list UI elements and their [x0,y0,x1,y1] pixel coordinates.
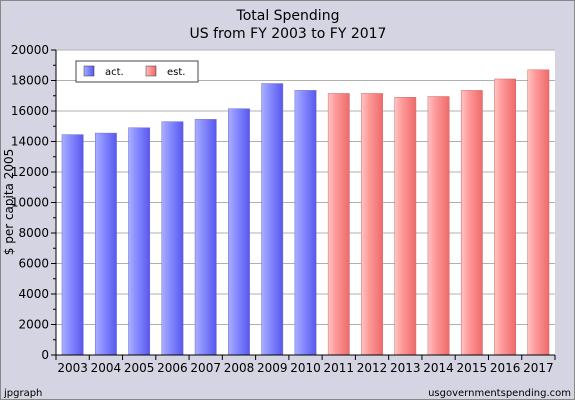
y-tick-label: 18000 [11,74,49,88]
bar-2010 [294,90,317,356]
legend: act. est. [75,60,199,83]
y-tick-label: 16000 [11,104,49,118]
x-tick-label: 2005 [124,361,155,375]
y-tick-label: 12000 [11,165,49,179]
legend-swatch-est [145,65,157,77]
x-tick-label: 2011 [323,361,354,375]
y-tick-label: 20000 [11,43,49,57]
footer-left: jpgraph [3,388,42,399]
x-tick-label: 2012 [357,361,388,375]
x-tick-label: 2015 [457,361,488,375]
y-tick-label: 10000 [11,196,49,210]
legend-box [75,60,199,83]
x-tick-label: 2013 [390,361,421,375]
bar-2006 [161,121,184,356]
y-tick-label: 4000 [18,287,49,301]
bars [61,69,550,356]
x-tick-label: 2016 [490,361,521,375]
bar-2014 [427,96,450,356]
x-tick-label: 2004 [91,361,122,375]
legend-label-act: act. [105,67,124,78]
bar-2013 [394,97,417,356]
legend-label-est: est. [167,67,185,78]
x-tick-label: 2008 [224,361,255,375]
y-tick-label: 8000 [18,226,49,240]
x-ticks: 2003 2004 2005 2006 2007 2008 2009 2010 2011 2012… [55,355,556,375]
bar-2016 [494,78,516,356]
y-tick-label: 0 [41,348,49,362]
x-tick-label: 2007 [190,361,221,375]
bar-2009 [261,83,284,356]
chart-subtitle: US from FY 2003 to FY 2017 [190,26,387,42]
y-ticks: 0 2000 4000 6000 8000 10000 12000 14000 16000 180… [11,43,56,362]
y-tick-label: 2000 [18,318,49,332]
x-tick-label: 2017 [523,361,554,375]
x-tick-label: 2009 [257,361,288,375]
legend-swatch-act [83,65,95,77]
x-tick-label: 2014 [423,361,454,375]
bar-2007 [194,119,217,356]
x-tick-label: 2010 [290,361,321,375]
bar-2004 [95,132,117,356]
bar-2011 [327,93,350,356]
bar-2015 [460,90,483,356]
x-tick-label: 2003 [57,361,88,375]
bar-2017 [527,69,550,356]
bar-2005 [128,127,151,356]
y-tick-label: 14000 [11,135,49,149]
footer-right: usgovernmentspending.com [428,388,571,399]
bar-2008 [228,108,250,356]
x-tick-label: 2006 [157,361,188,375]
chart-title: Total Spending [236,8,340,24]
y-tick-label: 6000 [18,257,49,271]
bar-2003 [61,134,84,356]
bar-2012 [361,93,383,356]
y-axis-label: $ per capita 2005 [2,149,16,256]
